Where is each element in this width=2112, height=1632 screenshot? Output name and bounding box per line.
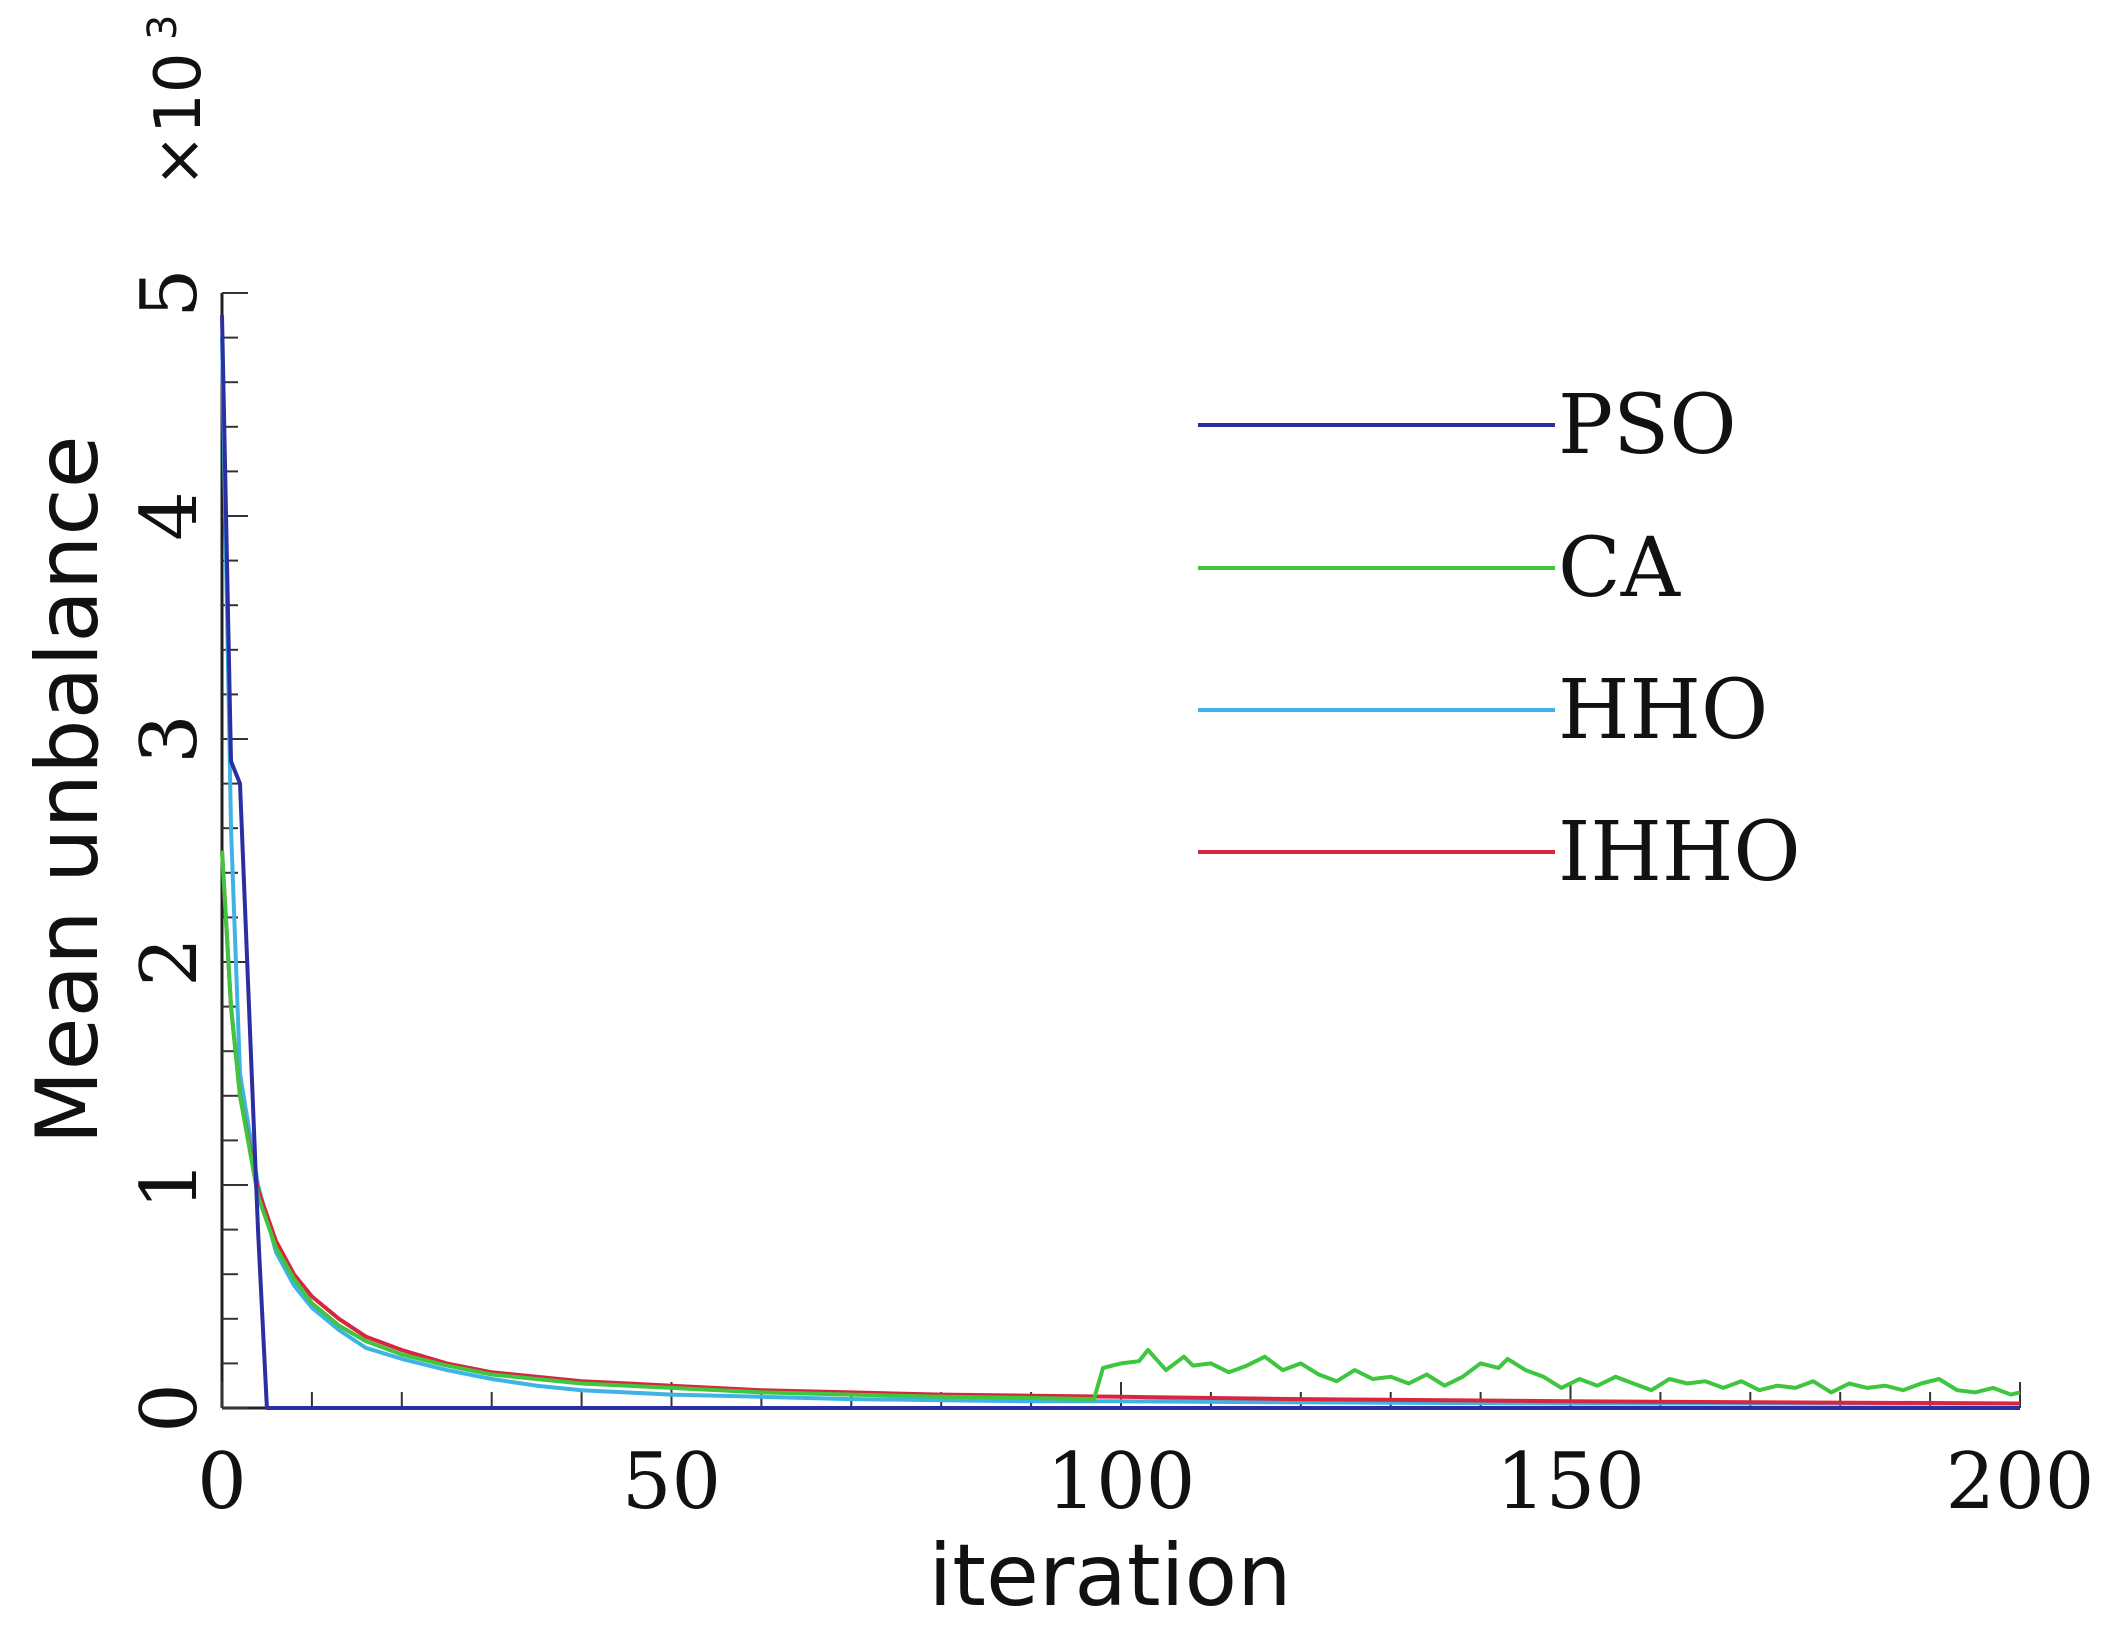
y-tick-label: 2 xyxy=(125,937,215,987)
y-tick-label: 0 xyxy=(125,1383,215,1433)
y-scale-exponent: 3 xyxy=(140,15,186,40)
y-tick-label: 3 xyxy=(125,714,215,764)
series-lines xyxy=(220,315,2021,1410)
legend-label-ca: CA xyxy=(1558,521,1682,616)
y-tick-label: 4 xyxy=(125,491,215,541)
series-line-ihho xyxy=(220,850,2021,1406)
x-axis-title: iteration xyxy=(928,1526,1291,1626)
y-tick-label: 5 xyxy=(125,268,215,318)
legend-label-hho: HHO xyxy=(1558,663,1768,758)
legend-label-pso: PSO xyxy=(1558,378,1737,473)
y-tick-labels: 0 1 2 3 4 5 xyxy=(125,268,215,1433)
legend-label-ihho: IHHO xyxy=(1558,805,1801,900)
x-tick-label: 0 xyxy=(197,1437,247,1527)
x-tick-label: 100 xyxy=(1047,1437,1196,1527)
y-tick-label: 1 xyxy=(125,1160,215,1210)
series-line-ca xyxy=(220,850,2021,1402)
x-tick-label: 200 xyxy=(1946,1437,2095,1527)
x-tick-label: 50 xyxy=(622,1437,721,1527)
y-axis-title: Mean unbalance xyxy=(18,435,118,1144)
y-scale-label: ×10 xyxy=(142,52,216,187)
series-line-pso xyxy=(220,315,2020,1410)
legend: PSO CA HHO IHHO xyxy=(1198,378,1801,900)
y-scale-factor: ×10 3 xyxy=(140,15,216,188)
x-tick-labels: 0 50 100 150 200 xyxy=(197,1437,2094,1527)
x-tick-label: 150 xyxy=(1496,1437,1645,1527)
